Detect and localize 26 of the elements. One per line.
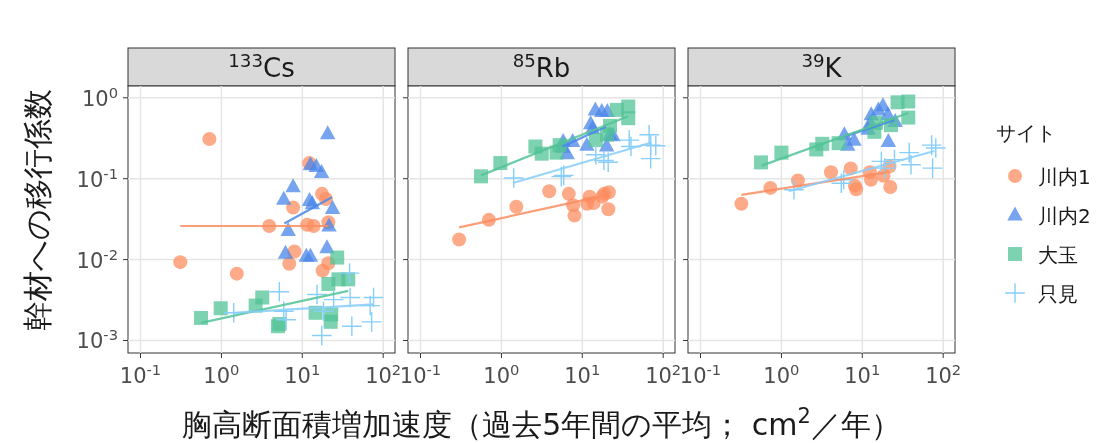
x-tick-label: 10$^{-1}$	[399, 360, 442, 388]
chart-title: $^{133}$Cs	[228, 49, 295, 83]
y-axis-title: 幹材への移行係数	[20, 88, 55, 331]
x-tick-label: 10$^{0}$	[483, 360, 520, 388]
y-tick-label: 10$^{-1}$	[76, 164, 118, 192]
y-tick-label: 10$^{-3}$	[76, 325, 118, 354]
chart-title: $^{85}$Rb	[512, 49, 571, 83]
x-axis-title: 胸高断面積増加速度（過去5年間の平均； cm$^{2}$／年）	[182, 404, 901, 442]
y-tick-label: 10$^{0}$	[81, 83, 118, 111]
x-tick-label: 10$^{0}$	[203, 360, 240, 388]
x-tick-label: 10$^{-1}$	[119, 360, 162, 388]
legend-title: サイト	[996, 121, 1056, 145]
legend-label: 川内1	[1038, 165, 1091, 189]
x-tick-label: 10$^{2}$	[925, 360, 962, 388]
legend-label: 大玉	[1038, 243, 1078, 267]
x-tick-label: 10$^{-1}$	[679, 360, 722, 388]
legend-label: 川内2	[1038, 204, 1091, 228]
y-tick-label: 10$^{-2}$	[76, 245, 118, 273]
x-tick-label: 10$^{1}$	[564, 360, 601, 388]
chart-title: $^{39}$K	[801, 49, 843, 83]
x-tick-label: 10$^{2}$	[645, 360, 682, 388]
x-tick-label: 10$^{2}$	[365, 360, 402, 388]
x-tick-label: 10$^{0}$	[763, 360, 800, 388]
legend-label: 只見	[1038, 282, 1078, 306]
x-tick-label: 10$^{1}$	[844, 360, 881, 388]
x-tick-label: 10$^{1}$	[284, 360, 321, 388]
